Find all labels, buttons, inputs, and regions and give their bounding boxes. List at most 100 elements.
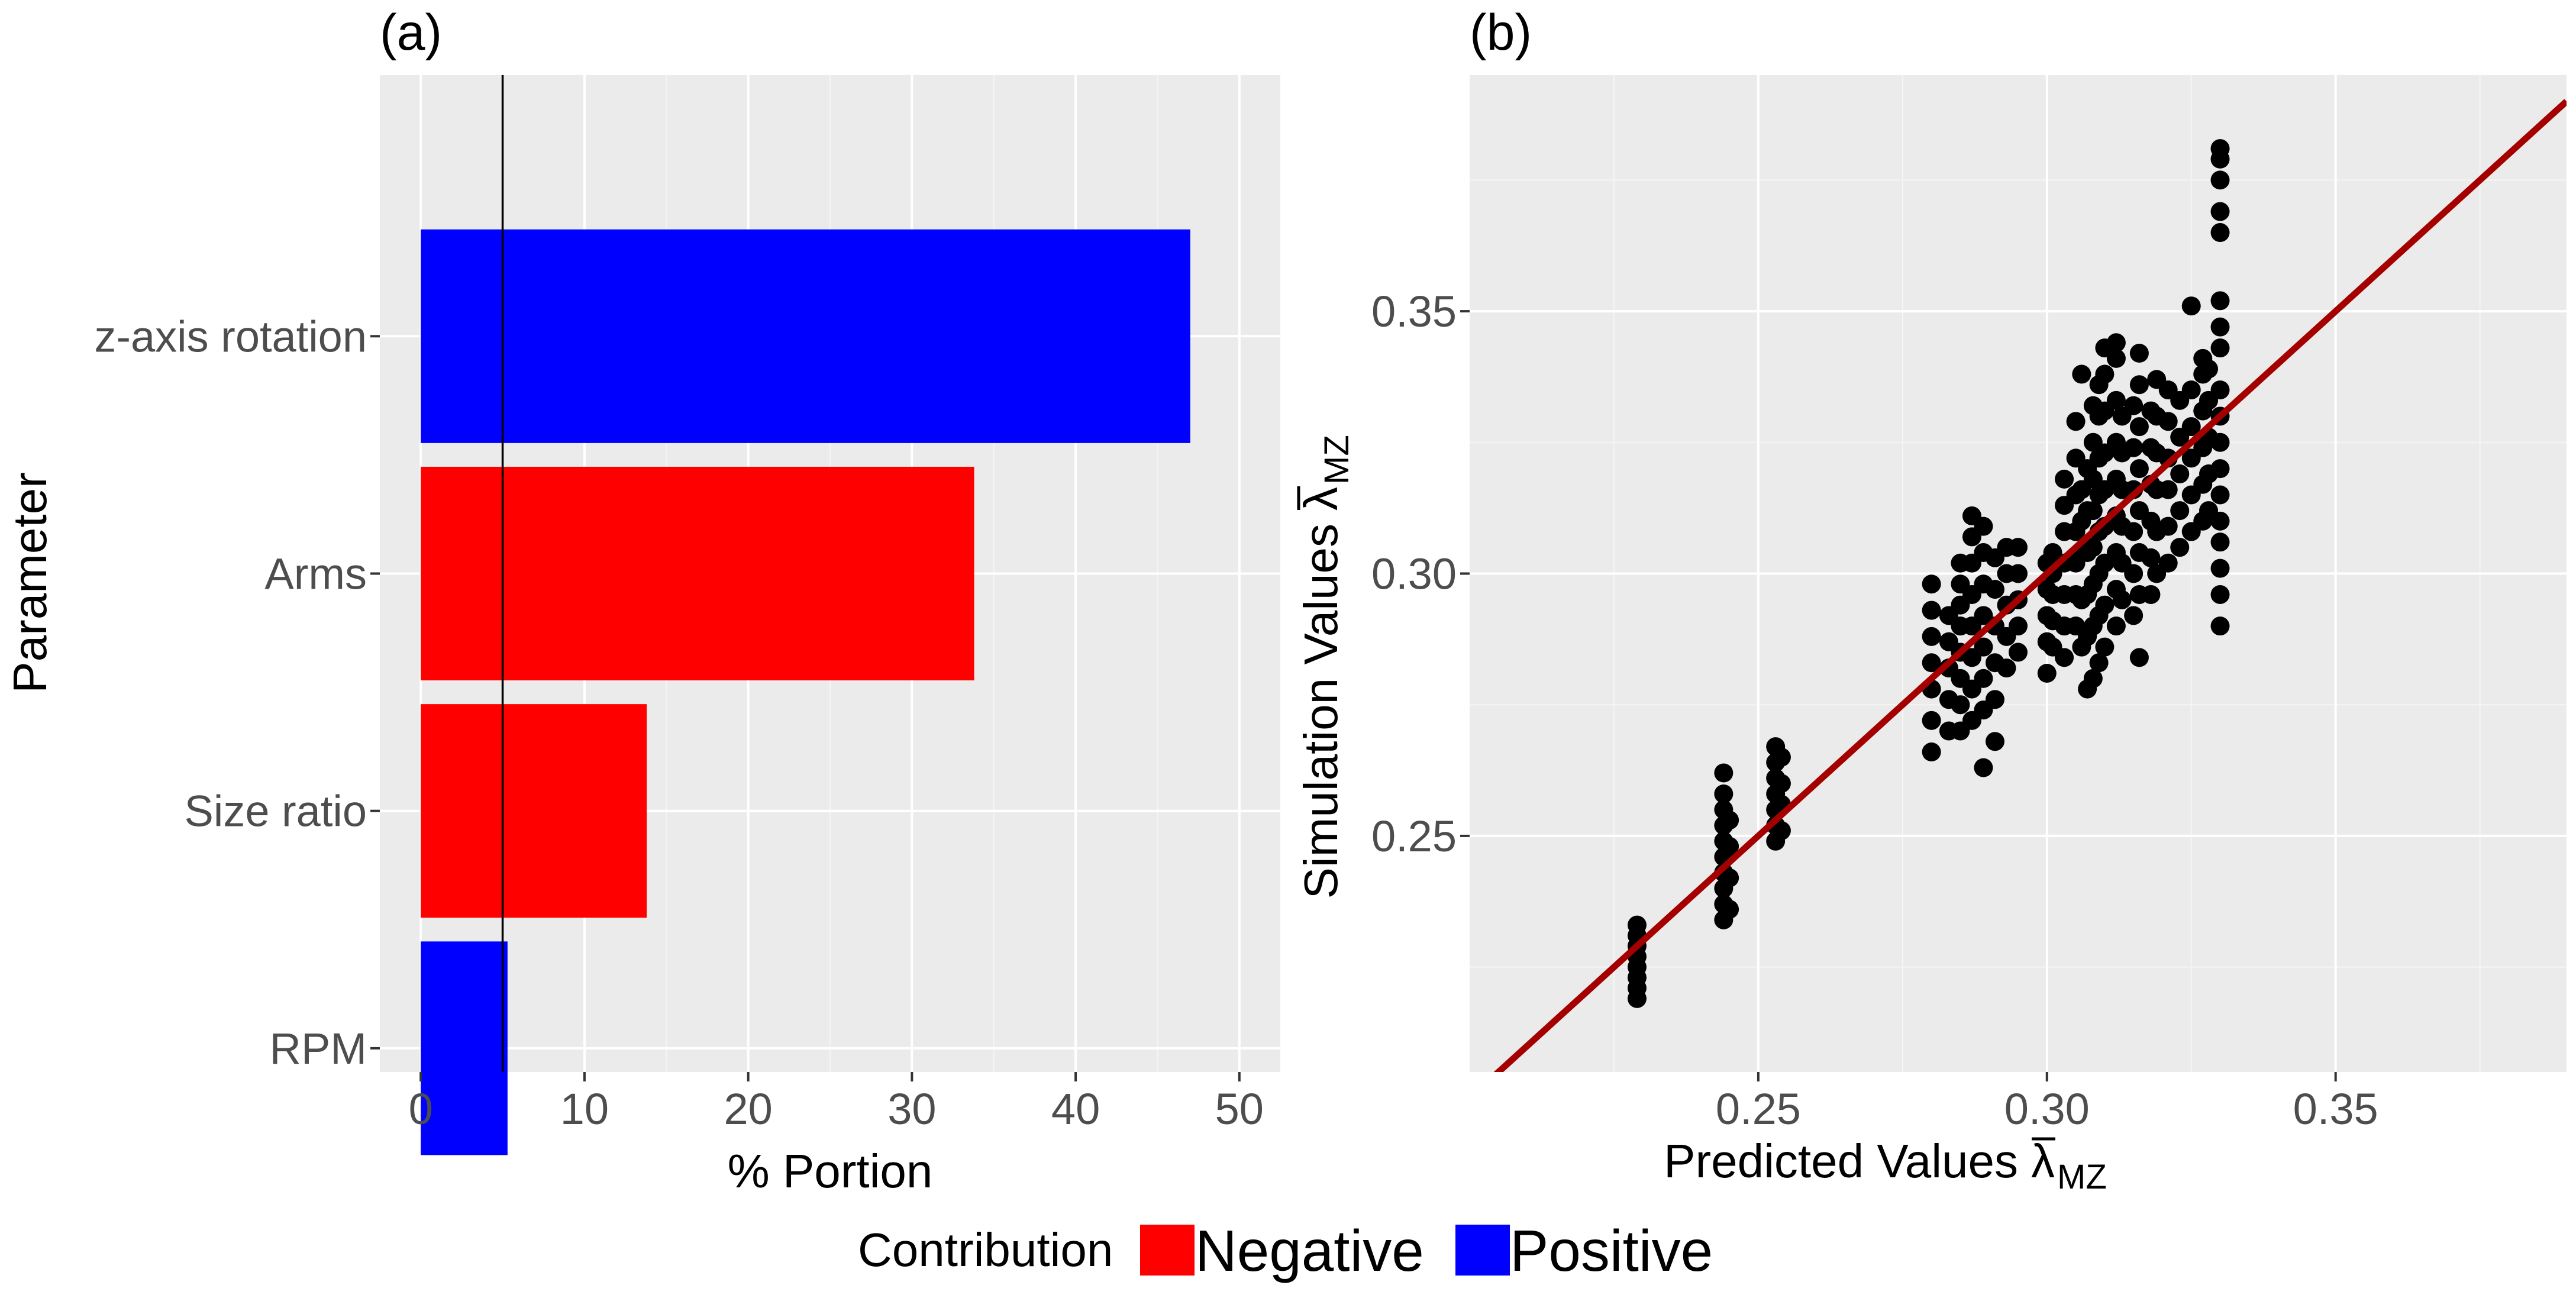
data-point	[2129, 344, 2149, 363]
x-tick-label: 50	[1215, 1084, 1264, 1134]
data-point	[2210, 380, 2230, 400]
data-point	[2009, 616, 2028, 636]
data-point	[2158, 516, 2178, 536]
data-point	[2106, 390, 2126, 410]
panel-a-x-ticks: 0 10 20 30 40 50	[409, 1072, 1264, 1134]
data-point	[2210, 291, 2230, 311]
data-point	[1974, 516, 1993, 536]
data-point	[2089, 653, 2109, 673]
y-tick-label: Size ratio	[185, 787, 367, 836]
panel-b-points	[1627, 139, 2230, 1008]
panel-b-x-axis-title-text: Predicted Values	[1664, 1135, 2018, 1187]
data-point	[2083, 501, 2103, 521]
panel-b-y-axis-symbol: λ	[1295, 487, 1347, 511]
data-point	[2112, 590, 2132, 609]
legend-swatch-negative	[1140, 1225, 1195, 1276]
panel-b-y-axis-title: Simulation Values λ MZ	[1295, 435, 1356, 899]
data-point	[2170, 464, 2190, 483]
data-point	[2181, 417, 2201, 437]
panel-a-label: (a)	[380, 4, 442, 61]
panel-a-x-axis-title: % Portion	[728, 1145, 933, 1197]
panel-b-y-ticks: 0.25 0.30 0.35	[1371, 287, 1470, 861]
bar	[421, 941, 508, 1155]
x-tick-label: 30	[887, 1084, 936, 1134]
data-point	[2124, 396, 2144, 415]
data-point	[2210, 432, 2230, 452]
data-point	[2066, 412, 2086, 431]
data-point	[1922, 627, 1941, 646]
data-point	[2210, 170, 2230, 190]
panel-b-label: (b)	[1470, 4, 1532, 61]
data-point	[2158, 412, 2178, 431]
data-point	[2095, 364, 2115, 384]
data-point	[1922, 711, 1941, 730]
data-point	[2210, 532, 2230, 552]
legend-label-positive: Positive	[1510, 1218, 1713, 1283]
data-point	[1974, 669, 1993, 688]
data-point	[1771, 747, 1791, 767]
legend: Contribution Negative Positive	[858, 1218, 1713, 1283]
data-point	[1997, 658, 2016, 678]
y-tick-label: RPM	[270, 1024, 367, 1073]
data-point	[2037, 664, 2057, 683]
data-point	[1985, 690, 2004, 709]
data-point	[1627, 915, 1647, 935]
legend-label-negative: Negative	[1195, 1218, 1424, 1283]
data-point	[2083, 538, 2103, 557]
data-point	[2210, 202, 2230, 221]
bar	[421, 229, 1190, 443]
data-point	[2210, 585, 2230, 604]
panel-b-x-ticks: 0.25 0.30 0.35	[1716, 1072, 2378, 1134]
bar	[421, 466, 974, 681]
data-point	[2170, 501, 2190, 521]
data-point	[2158, 553, 2178, 573]
data-point	[2141, 585, 2161, 604]
panel-b-fit-line	[1493, 99, 2567, 1072]
data-point	[1714, 763, 1734, 783]
data-point	[2124, 564, 2144, 583]
y-tick-label: 0.30	[1371, 550, 1457, 599]
data-point	[2124, 522, 2144, 541]
data-point	[2210, 459, 2230, 479]
data-point	[1974, 637, 1993, 657]
data-point	[2158, 480, 2178, 499]
data-point	[2009, 564, 2028, 583]
data-point	[2210, 338, 2230, 358]
data-point	[2129, 648, 2149, 667]
data-point	[1720, 900, 1739, 919]
data-point	[2055, 469, 2074, 489]
data-point	[2199, 359, 2219, 379]
panel-a-y-axis-title: Parameter	[4, 472, 56, 693]
panel-b: (b) 0.25 0.30 0.35 0.25 0.30 0.35 Predicted …	[1295, 4, 2567, 1196]
data-point	[2210, 616, 2230, 636]
y-tick-label: 0.35	[1371, 287, 1457, 336]
data-point	[1951, 695, 1970, 715]
data-point	[2181, 296, 2201, 316]
data-point	[2210, 223, 2230, 243]
data-point	[2106, 333, 2126, 353]
panel-a-y-ticks: z-axis rotation Arms Size ratio RPM	[94, 312, 380, 1073]
data-point	[2181, 380, 2201, 400]
data-point	[1720, 868, 1739, 887]
data-point	[2210, 139, 2230, 159]
panel-b-x-axis-subscript: MZ	[2057, 1158, 2107, 1196]
x-tick-label: 0.30	[2004, 1084, 2090, 1134]
y-tick-label: 0.25	[1371, 812, 1457, 861]
legend-swatch-positive	[1455, 1225, 1510, 1276]
panel-a-bars	[421, 229, 1190, 1155]
bar	[421, 704, 647, 918]
panel-b-fit-line-group	[1493, 99, 2567, 1072]
data-point	[2106, 616, 2126, 636]
data-point	[2141, 548, 2161, 567]
panel-a: (a) z-axis rotation Arms Size ratio RPM 0 10…	[4, 4, 1280, 1197]
x-tick-label: 40	[1051, 1084, 1100, 1134]
x-tick-label: 10	[560, 1084, 609, 1134]
data-point	[1771, 774, 1791, 793]
data-point	[1985, 732, 2004, 751]
data-point	[2129, 375, 2149, 395]
x-tick-label: 20	[724, 1084, 772, 1134]
data-point	[2210, 511, 2230, 531]
data-point	[1974, 758, 1993, 777]
data-point	[1720, 837, 1739, 856]
